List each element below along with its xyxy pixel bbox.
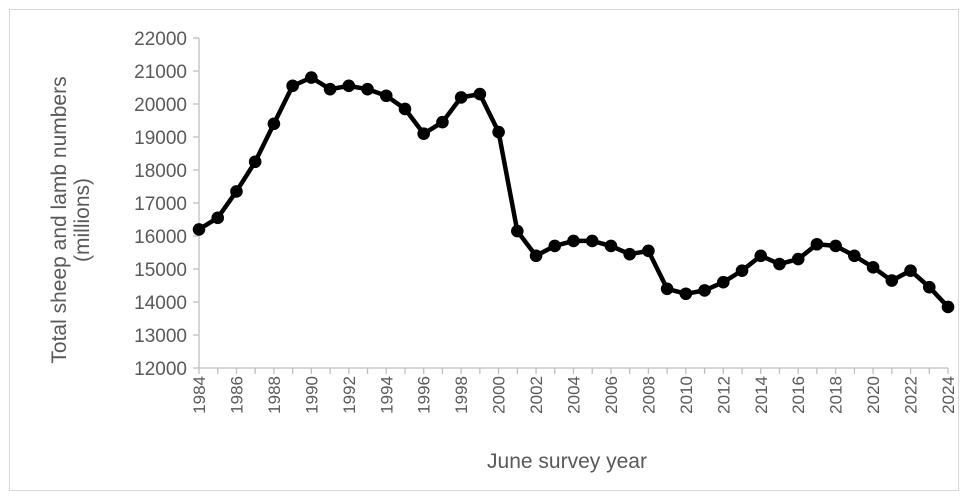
y-axis-title-line1: Total sheep and lamb numbers [48,76,71,363]
data-point [717,275,730,289]
data-point [436,115,449,129]
y-tick-label: 16000 [134,227,187,248]
data-point [529,249,543,263]
y-tick-label: 22000 [134,29,187,50]
x-tick-labels: 1984 1986 1988 1990 1992 1994 1996 1998 2000 2002… [190,376,958,414]
data-point [791,252,805,266]
y-axis-title: Total sheep and lamb numbers (millions) [48,76,94,363]
x-tick-label: 1986 [227,376,246,414]
data-point [848,249,861,263]
data-point [323,82,337,96]
data-point [567,234,580,248]
data-point [623,247,636,261]
x-tick-label: 2024 [939,376,958,414]
data-point [286,79,299,93]
chart-frame [9,9,959,491]
data-point [211,211,225,225]
x-tick-label: 1992 [340,376,359,414]
data-point [885,274,899,287]
y-tick-label: 21000 [134,62,187,83]
plot-area [192,71,955,314]
x-tick-label: 1984 [190,376,209,414]
data-point [511,224,524,238]
x-tick-label: 1994 [377,376,396,414]
y-tick-label: 13000 [134,326,187,347]
data-point [361,82,374,96]
data-point [810,237,824,251]
data-point [585,234,599,248]
y-tick-label: 17000 [134,194,187,215]
y-axis-title-line2: (millions) [71,178,94,262]
data-point [492,125,505,139]
x-tick-label: 2020 [864,376,883,414]
data-point [754,249,768,263]
x-tick-label: 2018 [827,376,846,414]
data-point [735,264,749,277]
y-tick-label: 15000 [134,260,187,281]
data-point [773,257,786,271]
data-point [660,282,674,296]
y-tick-label: 18000 [134,161,187,182]
data-point [698,284,711,297]
data-point [866,261,880,274]
data-point [305,71,318,84]
x-tick-label: 2008 [639,376,658,414]
x-tick-label: 2014 [752,376,771,414]
x-tick-label: 2000 [490,376,509,414]
data-point [398,102,412,116]
data-point [248,155,262,169]
data-point [230,185,243,198]
y-tick-label: 19000 [134,128,187,149]
series-line [196,75,951,310]
x-tick-label: 2016 [789,376,808,414]
data-point [904,264,917,277]
data-point [642,244,655,258]
y-tick-label: 14000 [134,293,187,314]
y-tick-labels: 22000 21000 20000 19000 18000 17000 16000 15000… [134,29,187,380]
data-point [267,117,281,131]
x-tick-label: 1996 [415,376,434,414]
data-point [548,239,562,253]
axes [193,37,949,374]
x-tick-label: 2004 [565,376,584,414]
data-point [829,239,842,253]
data-point [379,89,393,103]
data-point [922,280,936,294]
x-tick-label: 2010 [677,376,696,414]
x-tick-label: 2012 [714,376,733,414]
y-tick-label: 12000 [134,359,187,380]
data-point [454,91,468,104]
x-tick-label: 1988 [265,376,284,414]
x-axis-title: June survey year [487,450,647,473]
x-tick-label: 2022 [902,376,921,414]
data-point [941,300,955,314]
data-point [417,127,431,140]
data-point [342,79,356,93]
data-point [192,223,206,236]
data-point [604,239,618,253]
x-tick-label: 1998 [452,376,471,414]
data-point [679,287,693,301]
x-tick-label: 2006 [602,376,621,414]
x-tick-label: 2002 [527,376,546,414]
data-point [473,87,487,101]
x-tick-label: 1990 [302,376,321,414]
y-tick-label: 20000 [134,95,187,116]
